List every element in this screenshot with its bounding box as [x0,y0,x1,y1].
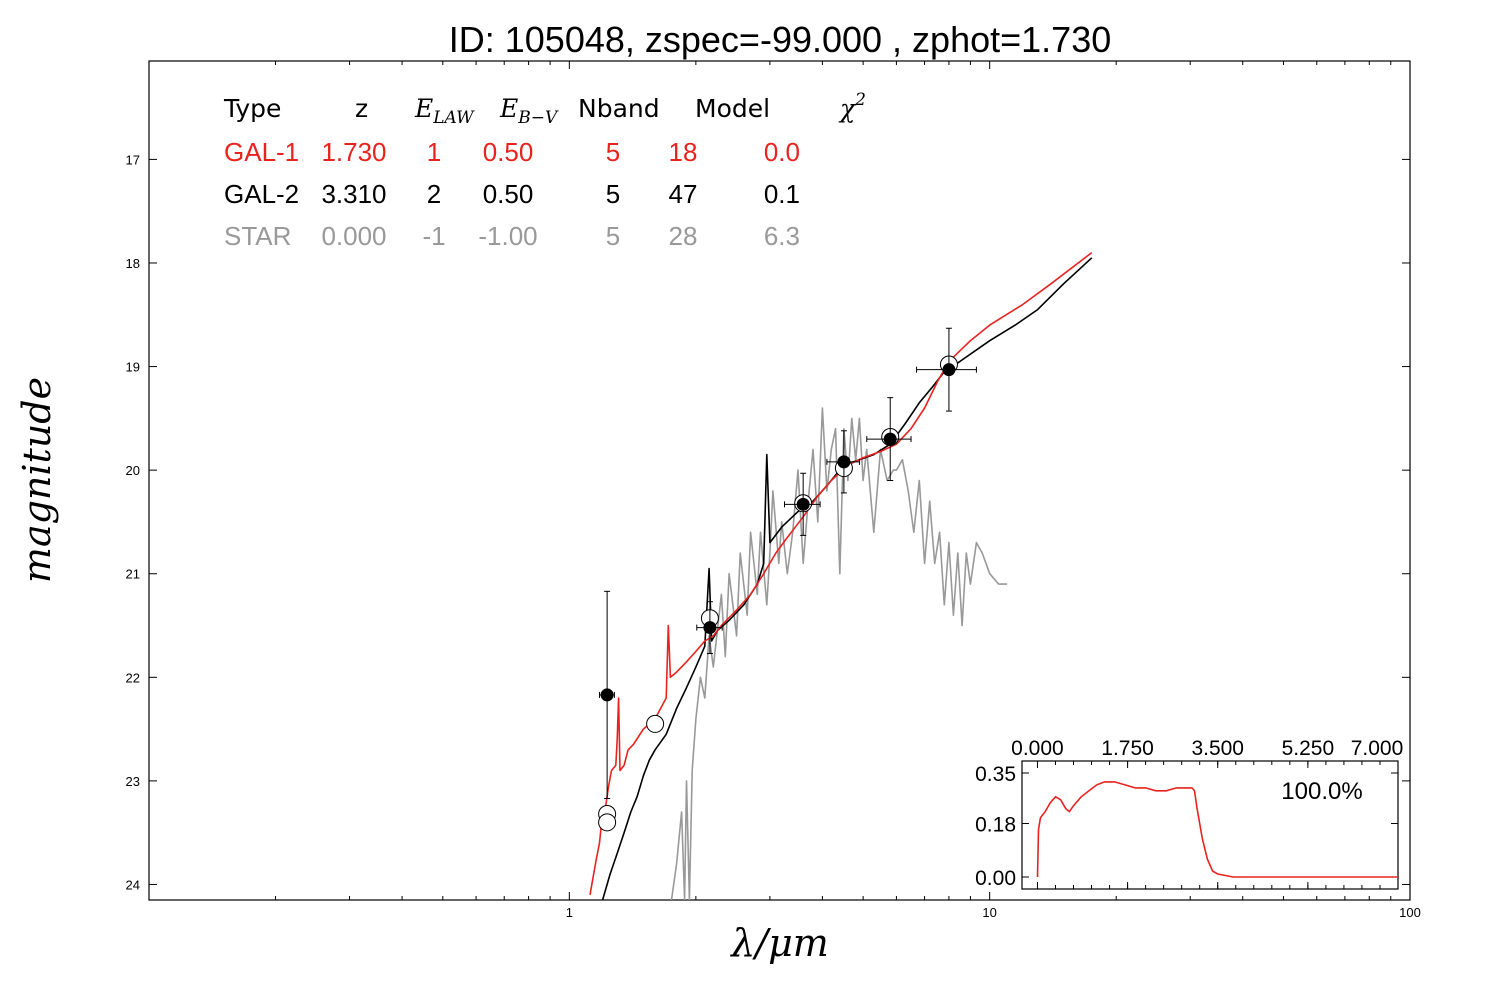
legend-cell-model: 28 [669,221,698,251]
observed-point [783,472,821,536]
y-tick-label: 18 [126,256,140,271]
header-elaw: ELAW [414,94,475,128]
inset-x-tick-label: 7.000 [1351,737,1404,760]
header-ebv: EB−V [499,94,559,128]
observed-marker [703,621,717,635]
header-nband: Nband [578,94,660,123]
inset-frame [1021,760,1399,890]
inset-x-tick-label: 3.500 [1191,737,1244,760]
legend-cell-chi2: 0.0 [764,137,800,167]
legend-cell-z: 0.000 [321,221,386,251]
legend-table: Type z ELAW EB−V Nband Model χ2 GAL-1 1.7… [223,90,866,251]
y-axis-label: magnitude [15,377,59,583]
y-tick-label: 23 [126,774,140,789]
inset-y-tick-label: 0.00 [975,867,1016,890]
sed-curve-1 [601,257,1093,900]
header-type: Type [223,94,281,123]
model-magnitude-point [598,813,617,832]
inset-pdf-line [1036,781,1398,878]
legend-cell-type: GAL-1 [224,137,299,167]
inset-pdf: 0.000 1.750 3.500 5.250 7.000 0.00 0.18 0.35 10… [975,737,1403,890]
legend-cell-type: GAL-2 [224,179,299,209]
legend-cell-elaw: 1 [427,137,441,167]
y-tick-label: 17 [126,152,140,167]
legend-cell-z: 1.730 [321,137,386,167]
sed-model-curves [589,251,1093,900]
legend-cell-elaw: 2 [427,179,441,209]
legend-cell-ebv: -1.00 [478,221,537,251]
legend-header-row: Type z ELAW EB−V Nband Model χ2 [223,90,866,128]
sed-curve-0 [589,251,1093,895]
legend-cell-ebv: 0.50 [483,179,534,209]
observed-point [696,601,723,654]
legend-row-star: STAR 0.000 -1 -1.00 5 28 6.3 [224,221,800,251]
y-tick-label: 21 [126,567,140,582]
header-z: z [355,94,368,123]
y-tick-label: 22 [126,670,140,685]
legend-cell-chi2: 0.1 [764,179,800,209]
inset-pdf-curve [1036,781,1398,878]
legend-row-gal-1: GAL-1 1.730 1 0.50 5 18 0.0 [224,137,800,167]
observed-point [599,590,615,799]
legend-row-gal-2: GAL-2 3.310 2 0.50 5 47 0.1 [224,179,800,209]
x-tick-label: 100 [1399,905,1421,920]
sed-curve-2 [670,407,1008,900]
legend-cell-chi2: 6.3 [764,221,800,251]
header-model: Model [695,94,770,123]
inset-y-tick-label: 0.35 [975,763,1016,786]
inset-axis-ticks: 0.000 1.750 3.500 5.250 7.000 0.00 0.18 0.35 [975,737,1403,890]
observed-point [916,327,977,412]
legend-cell-z: 3.310 [321,179,386,209]
header-chi2: χ2 [838,90,866,123]
observed-marker [883,432,897,446]
legend-cell-model: 18 [669,137,698,167]
legend-cell-nband: 5 [606,179,620,209]
legend-cell-model: 47 [669,179,698,209]
y-tick-label: 20 [126,463,140,478]
x-tick-label: 10 [982,905,996,920]
observed-marker [837,455,851,469]
inset-x-tick-label: 0.000 [1011,737,1064,760]
legend-cell-type: STAR [224,221,291,251]
chart-title: ID: 105048, zspec=-99.000 , zphot=1.730 [449,19,1111,60]
observed-point [866,397,912,481]
inset-probability-label: 100.0% [1281,778,1362,805]
legend-cell-ebv: 0.50 [483,137,534,167]
inset-y-tick-label: 0.18 [975,814,1016,837]
y-tick-label: 19 [126,360,140,375]
model-magnitude-point [646,714,665,733]
inset-x-tick-label: 1.750 [1101,737,1154,760]
x-tick-label: 1 [566,905,573,920]
inset-x-tick-label: 5.250 [1282,737,1335,760]
y-tick-label: 24 [126,877,140,892]
legend-cell-nband: 5 [606,221,620,251]
photometry-points [598,327,977,832]
observed-point [826,430,860,494]
observed-marker [600,688,614,702]
observed-marker [942,363,956,377]
x-axis-label: λ/μm [729,921,829,965]
main-plot-frame [148,60,1411,901]
legend-cell-nband: 5 [606,137,620,167]
observed-marker [796,497,810,511]
legend-cell-elaw: -1 [422,221,445,251]
